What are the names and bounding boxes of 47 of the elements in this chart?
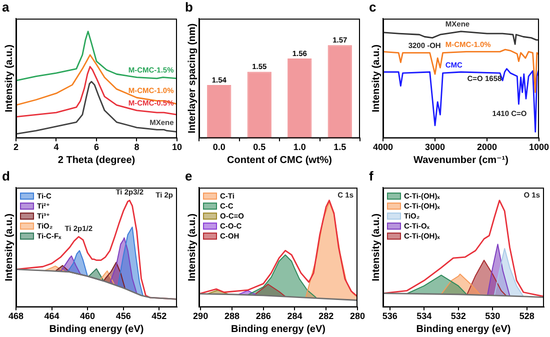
- chart-title: c: [369, 0, 376, 14]
- x-tick-label: 530: [485, 311, 500, 322]
- x-tick-label: 1.5: [334, 142, 346, 152]
- x-axis-title: Binding energy (eV): [231, 324, 326, 335]
- x-tick-label: 534: [416, 311, 432, 322]
- x-tick-label: 284: [287, 311, 302, 322]
- x-tick-label: 0.5: [253, 142, 266, 152]
- chart-title: a: [2, 0, 10, 14]
- y-axis-title: Intensity (a.u.): [4, 214, 15, 282]
- x-tick-label: 6: [94, 142, 100, 152]
- chart-title: e: [185, 168, 192, 184]
- x-tick-label: 532: [450, 311, 466, 322]
- y-axis-title: Intensity (a.u.): [186, 214, 198, 282]
- x-tick-label: 290: [193, 311, 208, 322]
- x-tick-label: 456: [116, 311, 131, 322]
- x-tick-label: 282: [318, 311, 334, 322]
- x-tick-label: 280: [350, 311, 366, 322]
- x-tick-label: 452: [152, 311, 167, 322]
- x-tick-label: 2000: [476, 142, 498, 152]
- x-axis-title: Wavenumber (cm⁻¹): [414, 154, 508, 166]
- x-axis-title: 2 Theta (degree): [58, 154, 136, 166]
- x-tick-label: 464: [44, 311, 60, 322]
- y-axis-title: Intensity (a.u.): [370, 44, 382, 112]
- x-axis-title: Binding energy (eV): [49, 324, 144, 335]
- x-tick-label: 1.0: [293, 142, 306, 152]
- x-tick-label: 468: [8, 311, 24, 322]
- x-tick-label: 8: [134, 142, 140, 152]
- x-tick-label: 536: [382, 311, 398, 322]
- x-tick-label: 0.0: [212, 142, 226, 152]
- x-tick-label: 3000: [424, 142, 446, 152]
- chart-title: d: [2, 168, 10, 184]
- x-tick-label: 460: [80, 311, 96, 322]
- x-tick-label: 2: [13, 142, 19, 152]
- x-tick-label: 528: [519, 311, 534, 322]
- x-axis-title: Content of CMC (wt%): [227, 154, 332, 166]
- x-tick-label: 4: [54, 142, 59, 152]
- x-tick-label: 10: [172, 142, 182, 152]
- chart-title: f: [369, 168, 374, 184]
- y-axis-title: Intensity (a.u.): [370, 214, 382, 282]
- chart-title: b: [185, 0, 193, 14]
- x-tick-label: 288: [224, 311, 240, 322]
- x-tick-label: 286: [256, 311, 271, 322]
- y-axis-title: Interlayer spacing (nm): [186, 23, 198, 134]
- x-tick-label: 4000: [372, 142, 394, 152]
- y-axis-title: Intensity (a.u.): [4, 44, 15, 112]
- x-tick-label: 1000: [528, 142, 550, 152]
- x-axis-title: Binding energy (eV): [416, 324, 511, 335]
